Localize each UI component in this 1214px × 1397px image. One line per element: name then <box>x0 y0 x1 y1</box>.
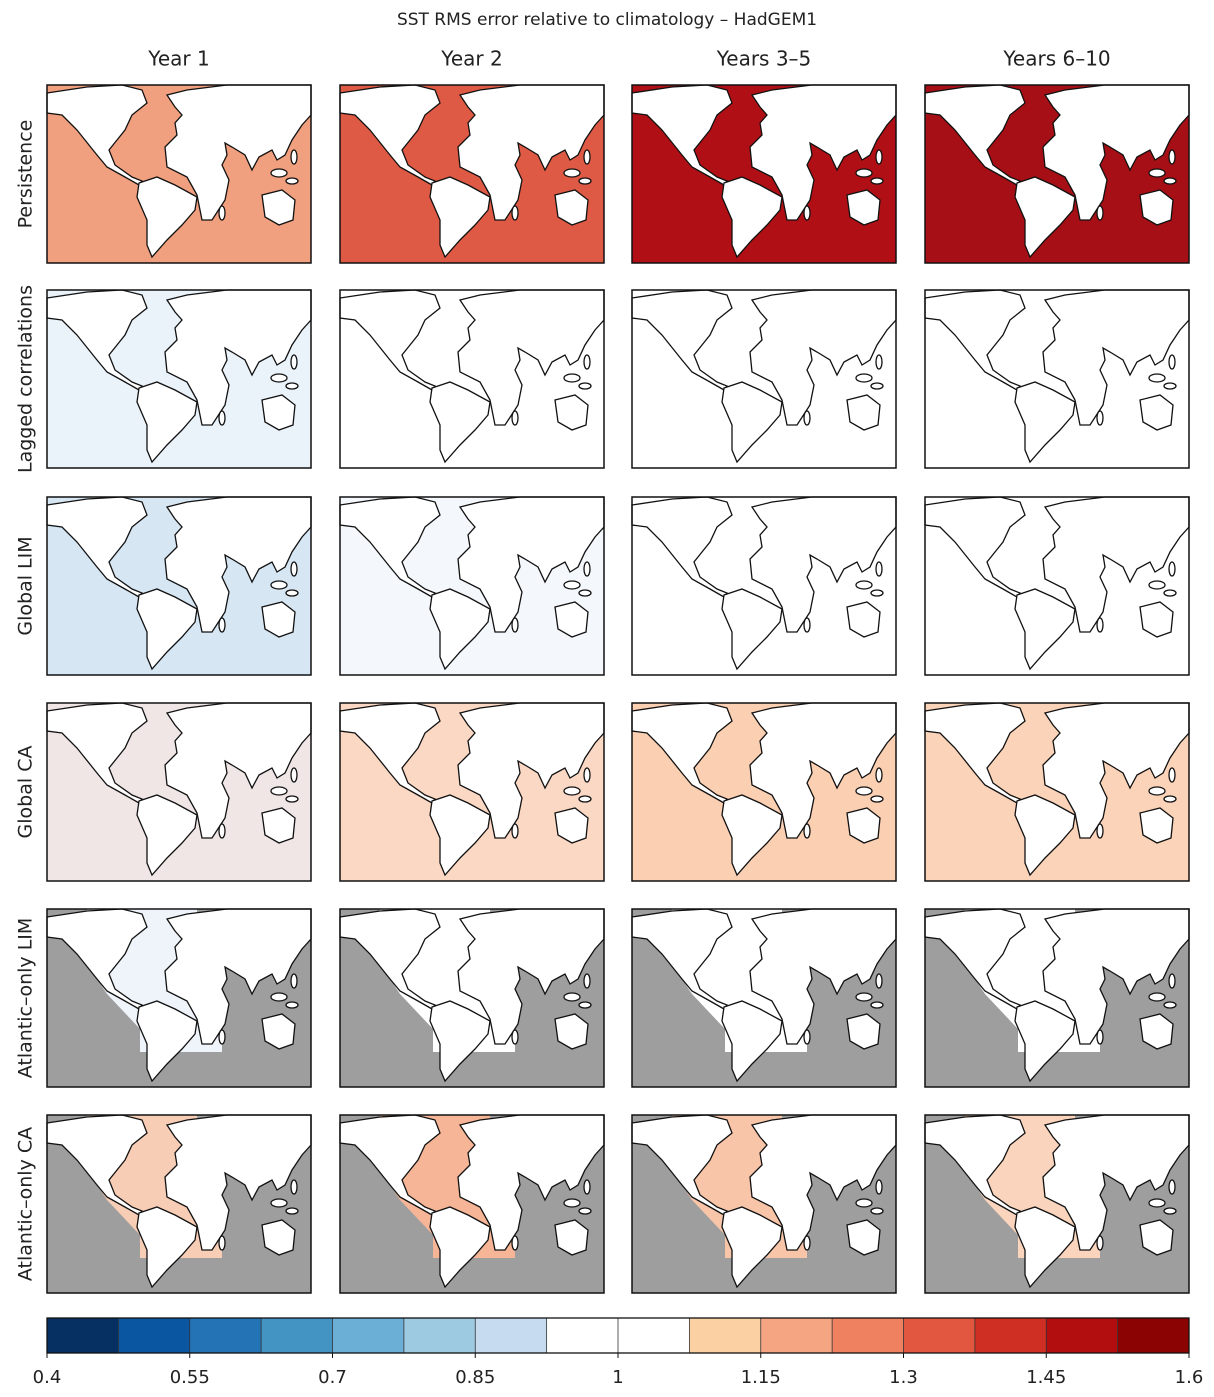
map-panel <box>47 85 311 263</box>
colorbar-bin <box>1046 1318 1118 1353</box>
map-panel <box>632 1115 896 1293</box>
colorbar-tick-label: 0.4 <box>33 1367 62 1388</box>
map-panel <box>925 1115 1189 1293</box>
map-panel <box>632 290 896 468</box>
map-panel <box>925 909 1189 1087</box>
colorbar-bin <box>47 1318 119 1353</box>
colorbar-bin <box>689 1318 761 1353</box>
colorbar-tick-label: 1.3 <box>889 1367 918 1388</box>
colorbar-bin <box>761 1318 833 1353</box>
map-panel <box>925 85 1189 263</box>
map-panel <box>47 909 311 1087</box>
figure-title: SST RMS error relative to climatology – … <box>397 10 817 30</box>
map-panel <box>925 703 1189 881</box>
colorbar-tick-label: 1.6 <box>1175 1367 1204 1388</box>
map-panel <box>47 290 311 468</box>
column-label: Year 1 <box>147 47 209 71</box>
colorbar-bin <box>832 1318 904 1353</box>
colorbar-tick-label: 1.15 <box>741 1367 781 1388</box>
colorbar-tick-label: 0.55 <box>170 1367 210 1388</box>
map-panel <box>925 497 1189 675</box>
row-label: Atlantic–only LIM <box>15 918 37 1079</box>
colorbar-bin <box>118 1318 190 1353</box>
colorbar-bin <box>975 1318 1047 1353</box>
colorbar-bin <box>190 1318 262 1353</box>
row-label: Persistence <box>15 120 37 229</box>
map-panel <box>340 703 604 881</box>
map-panel <box>632 703 896 881</box>
colorbar-bin <box>547 1318 619 1353</box>
row-label: Global CA <box>15 746 37 839</box>
row-label: Global LIM <box>15 536 37 635</box>
map-panel <box>340 85 604 263</box>
colorbar-tick-label: 1.45 <box>1026 1367 1066 1388</box>
colorbar-bin <box>475 1318 547 1353</box>
map-panel <box>925 290 1189 468</box>
map-panel <box>632 909 896 1087</box>
colorbar-bin <box>904 1318 976 1353</box>
map-panel <box>47 1115 311 1293</box>
map-panel <box>340 290 604 468</box>
colorbar-bin <box>404 1318 476 1353</box>
map-panel <box>47 497 311 675</box>
row-label: Atlantic–only CA <box>15 1127 37 1281</box>
map-panel <box>632 497 896 675</box>
map-panel <box>340 497 604 675</box>
colorbar-tick-label: 1 <box>612 1367 623 1388</box>
colorbar-bin <box>261 1318 333 1353</box>
colorbar-tick-label: 0.85 <box>455 1367 495 1388</box>
colorbar-bin <box>333 1318 405 1353</box>
map-panel <box>47 703 311 881</box>
colorbar-tick-label: 0.7 <box>318 1367 347 1388</box>
map-panel <box>340 1115 604 1293</box>
column-label: Years 6–10 <box>1002 47 1110 71</box>
column-label: Year 2 <box>440 47 502 71</box>
figure: SST RMS error relative to climatology – … <box>0 0 1214 1393</box>
map-panel <box>340 909 604 1087</box>
colorbar-bin <box>618 1318 690 1353</box>
column-label: Years 3–5 <box>716 47 812 71</box>
row-label: Lagged correlations <box>15 285 37 473</box>
colorbar-bin <box>1118 1318 1190 1353</box>
map-panel <box>632 85 896 263</box>
